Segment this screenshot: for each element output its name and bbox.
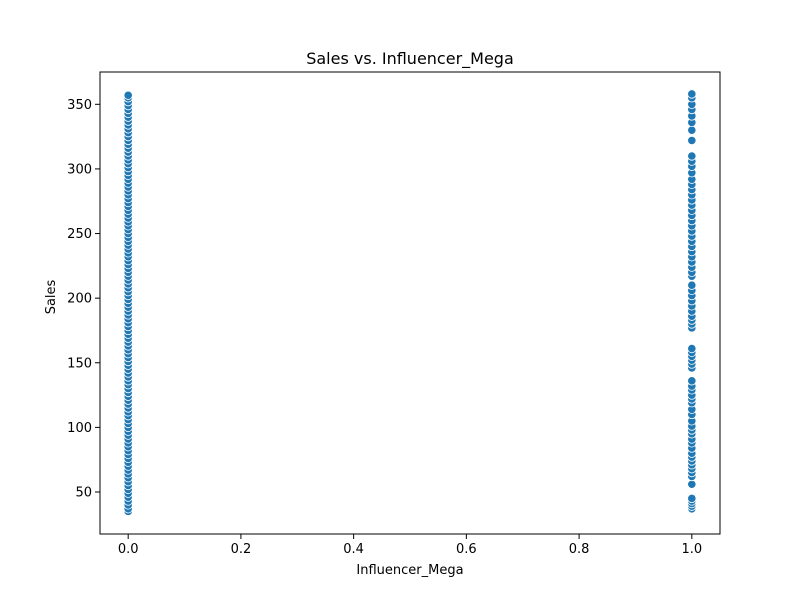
data-point [687, 493, 697, 504]
y-tick-label: 250 [67, 227, 92, 242]
y-axis-ticks: 50 100 150 200 250 300 350 [67, 98, 100, 501]
y-tick-label: 100 [67, 421, 92, 436]
plot-area-frame [99, 71, 721, 535]
data-point [687, 89, 697, 99]
y-tick-label: 50 [75, 486, 92, 501]
data-point [687, 479, 697, 489]
data-point [687, 135, 697, 146]
x-axis-label: Influencer_Mega [356, 563, 463, 578]
y-tick-label: 200 [67, 292, 92, 307]
x-tick-label: 0.6 [456, 542, 477, 557]
data-point [687, 125, 697, 135]
data-point [687, 343, 697, 354]
x-tick-label: 1.0 [681, 542, 702, 557]
data-point [123, 90, 133, 100]
data-point [687, 280, 697, 290]
data-point [687, 151, 697, 161]
y-tick-label: 300 [67, 162, 92, 177]
data-point [687, 376, 697, 386]
x-tick-label: 0.8 [569, 542, 590, 557]
points-layer [123, 89, 697, 516]
chart-title: Sales vs. Influencer_Mega [306, 49, 514, 69]
x-axis-ticks: 0.0 0.2 0.4 0.6 0.8 1.0 [118, 534, 702, 557]
x-tick-label: 0.2 [231, 542, 252, 557]
y-tick-label: 350 [67, 98, 92, 113]
x-tick-label: 0.0 [118, 542, 139, 557]
x-tick-label: 0.4 [343, 542, 364, 557]
y-axis-label: Sales [44, 279, 59, 314]
y-tick-label: 150 [67, 356, 92, 371]
